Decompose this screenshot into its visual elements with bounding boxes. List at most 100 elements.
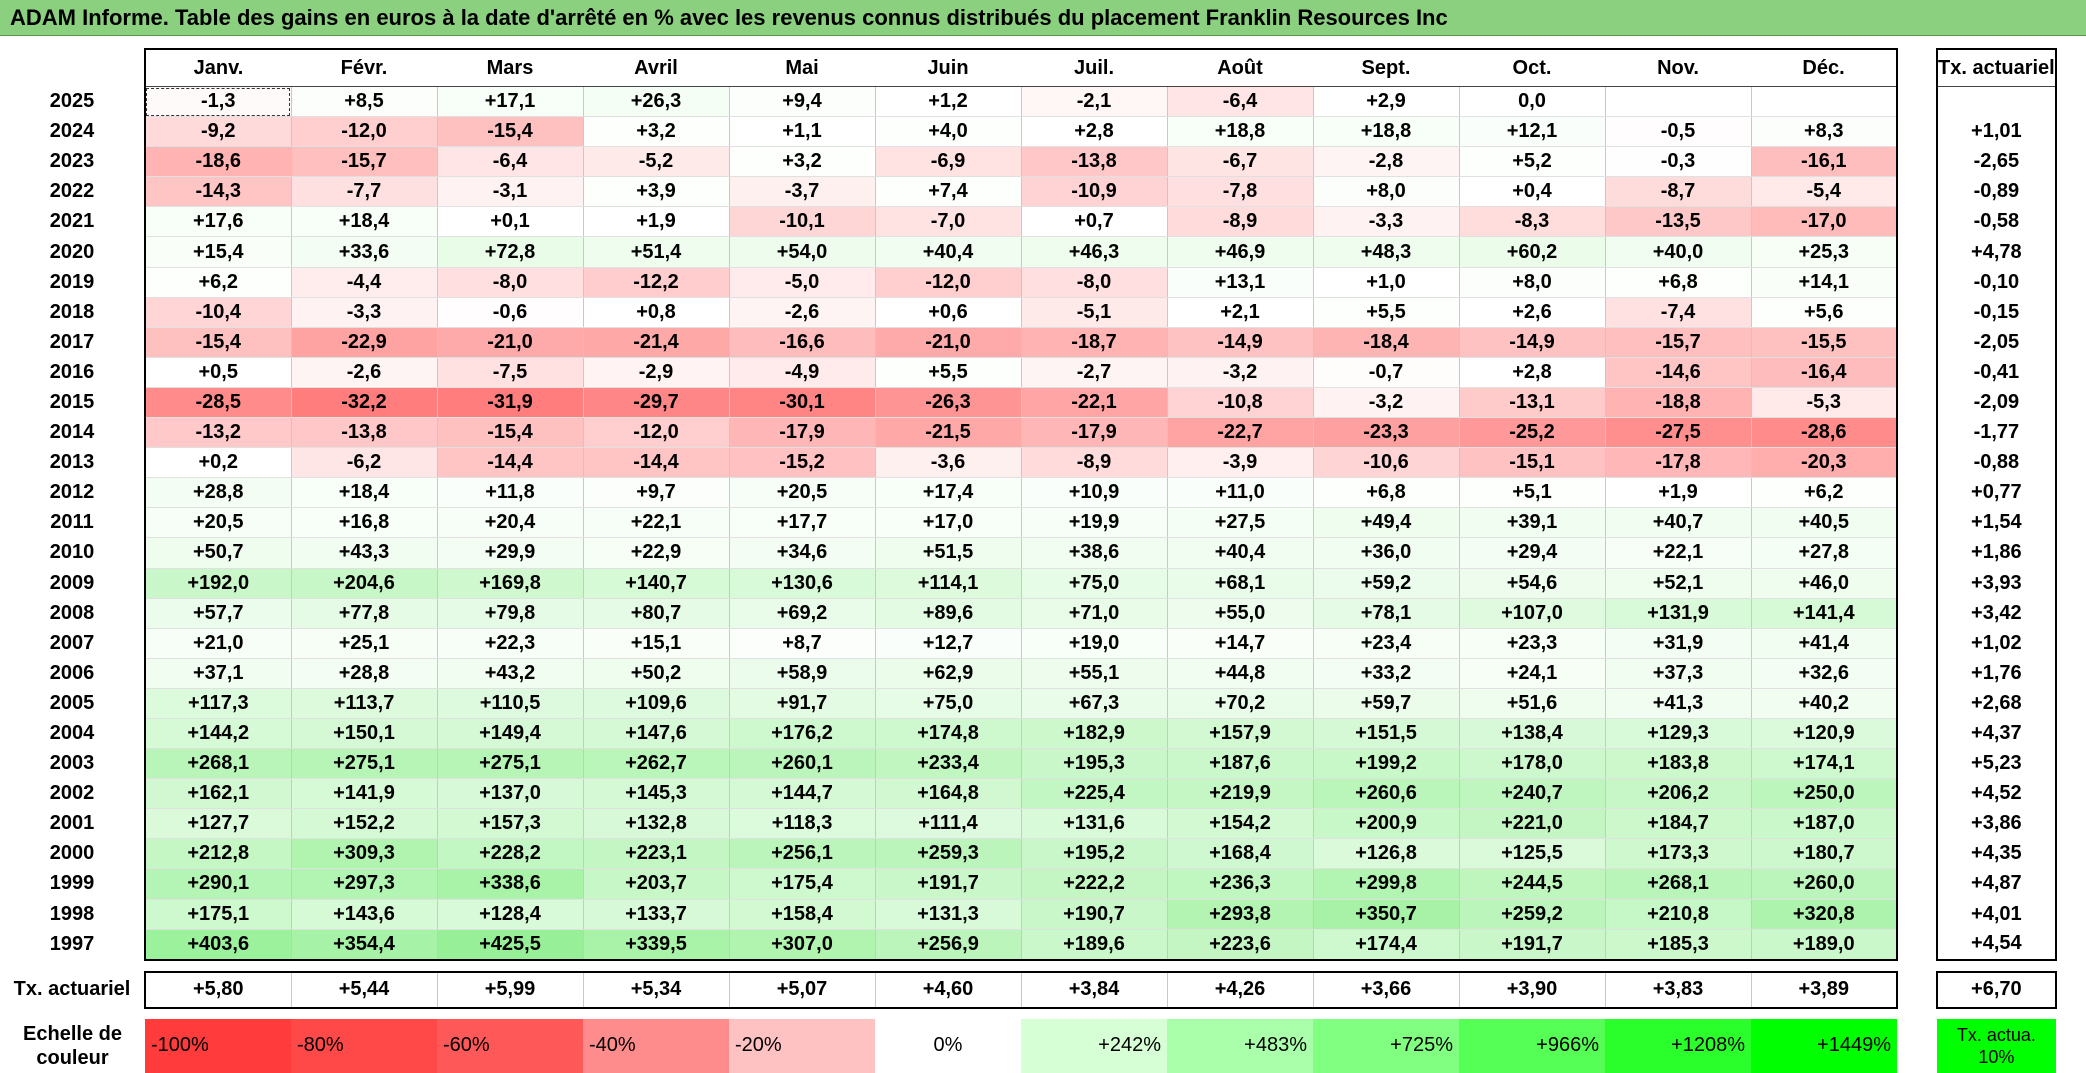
value-cell: +11,8 [436,477,583,509]
color-scale-swatch: +966% [1459,1018,1605,1073]
spacer-row [0,1008,2056,1019]
tx-actuariel-value: +1,02 [1936,628,2057,659]
value-cell [1750,86,1898,118]
table-row: 2010 +50,7 +43,3 +29,9 +22,9 +34,6 +51,5 +38,6 +… [0,537,2057,569]
value-cell: +71,0 [1020,598,1167,629]
value-cell: +144,7 [728,778,875,810]
summary-label: Tx. actuariel [13,978,131,1001]
column-gap [1897,87,1937,117]
value-cell: -2,6 [290,357,437,388]
value-cell: +138,4 [1458,718,1605,750]
value-cell: +8,3 [1750,116,1898,148]
tx-actuariel-value: -2,05 [1936,327,2057,358]
table-row: 2018 -10,4 -3,3 -0,6 +0,8 -2,6 +0,6 -5,1 +2,1 +5,… [0,297,2057,328]
value-cell: +259,2 [1458,899,1605,930]
value-cell: -0,5 [1604,116,1751,148]
value-cell: +11,0 [1166,477,1313,509]
color-scale-swatch: +1449% [1751,1018,1897,1073]
value-cell: -18,6 [144,146,291,178]
value-cell: -7,7 [290,176,437,208]
value-cell: +2,6 [1458,297,1605,328]
value-cell: -15,7 [1604,327,1751,358]
value-cell: +219,9 [1166,778,1313,810]
value-cell: +250,0 [1750,778,1898,810]
table-row: 2006 +37,1 +28,8 +43,2 +50,2 +58,9 +62,9 +55,1 +… [0,658,2057,689]
column-gap [1897,177,1937,207]
value-cell: +55,1 [1020,658,1167,689]
value-cell: +178,0 [1458,748,1605,780]
value-cell: +21,0 [144,628,291,659]
value-cell: +175,1 [144,899,291,930]
value-cell: +57,7 [144,598,291,629]
value-cell: +20,4 [436,507,583,539]
value-cell: -7,0 [874,206,1021,238]
month-header: Juil. [1021,48,1167,87]
value-cell: +275,1 [290,748,437,780]
value-cell: +131,6 [1020,808,1167,840]
table-row: 1997 +403,6 +354,4 +425,5 +339,5 +307,0 +256,9… [0,929,2057,961]
value-cell: +140,7 [582,568,729,599]
value-cell: +6,8 [1604,267,1751,298]
color-scale-swatch: -60% [437,1018,583,1073]
value-cell: +44,8 [1166,658,1313,689]
value-cell: +55,0 [1166,598,1313,629]
value-cell: -8,0 [436,267,583,298]
tx-actuariel-value: -2,65 [1936,146,2057,177]
value-cell: -4,9 [728,357,875,388]
tx-actuariel-value: -1,77 [1936,417,2057,448]
value-cell: -6,4 [1166,86,1313,118]
value-cell: +29,4 [1458,537,1605,569]
value-cell: +3,2 [582,116,729,148]
value-cell: +109,6 [582,688,729,719]
color-scale-label: Echelle de couleur [23,1022,122,1069]
value-cell: -13,8 [290,417,437,449]
value-cell: +191,7 [1458,929,1605,961]
value-cell: +228,2 [436,838,583,870]
color-scale-swatch: +483% [1167,1018,1313,1073]
value-cell: +195,3 [1020,748,1167,780]
value-cell: +309,3 [290,838,437,870]
year-label: 2005 [49,691,95,714]
value-cell: +29,9 [436,537,583,569]
value-cell: +69,2 [728,598,875,629]
value-cell: +425,5 [436,929,583,961]
value-cell: +133,7 [582,899,729,930]
value-cell: +6,8 [1312,477,1459,509]
value-cell: +173,3 [1604,838,1751,870]
value-cell: -10,1 [728,206,875,238]
value-cell: +212,8 [144,838,291,870]
value-cell: -14,9 [1458,327,1605,358]
value-cell: -15,1 [1458,447,1605,479]
year-label: 2003 [49,752,95,775]
summary-row: Tx. actuariel +5,80 +5,44 +5,99 +5,34 +5,07 +4… [0,970,2057,1009]
value-cell: +24,1 [1458,658,1605,689]
year-label: 1998 [49,902,95,925]
value-cell: +33,6 [290,236,437,268]
value-cell: +1,9 [582,206,729,238]
value-cell: -2,6 [728,297,875,328]
tx-actuariel-value: +3,86 [1936,808,2057,839]
value-cell: +126,8 [1312,838,1459,870]
value-cell: +51,6 [1458,688,1605,719]
summary-tx-value: +6,70 [1936,970,2057,1009]
value-cell: +80,7 [582,598,729,629]
year-label: 2004 [49,722,95,745]
value-cell: -22,9 [290,327,437,358]
value-cell: -10,6 [1312,447,1459,479]
value-cell: +182,9 [1020,718,1167,750]
value-cell: +111,4 [874,808,1021,840]
value-cell: +233,4 [874,748,1021,780]
value-cell: +50,7 [144,537,291,569]
value-cell: +22,9 [582,537,729,569]
value-cell: -13,1 [1458,387,1605,419]
value-cell: +157,3 [436,808,583,840]
value-cell: -8,9 [1020,447,1167,479]
value-cell: +5,5 [874,357,1021,388]
value-cell: -14,4 [436,447,583,479]
value-cell: +192,0 [144,568,291,599]
value-cell: +141,9 [290,778,437,810]
value-cell: +174,1 [1750,748,1898,780]
value-cell: -0,7 [1312,357,1459,388]
color-scale-swatch: 0% [875,1018,1021,1073]
value-cell: -7,8 [1166,176,1313,208]
